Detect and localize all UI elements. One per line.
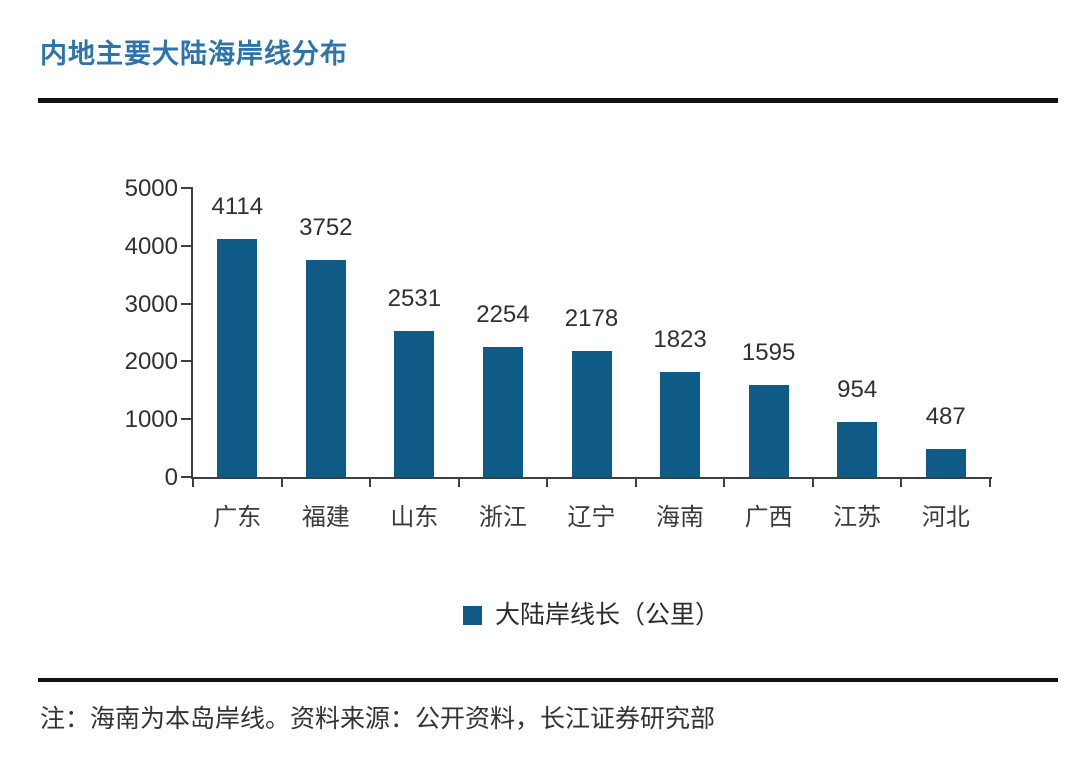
title-divider	[38, 98, 1058, 103]
x-axis-label: 广西	[744, 504, 793, 531]
x-axis-label: 江苏	[833, 504, 882, 531]
x-axis-tick	[280, 479, 283, 487]
legend-marker-square	[462, 605, 482, 625]
x-axis-label: 福建	[301, 504, 350, 531]
x-axis-tick	[369, 479, 372, 487]
y-axis-tick	[181, 418, 193, 421]
x-axis-tick	[192, 479, 194, 487]
bar-value-label: 954	[837, 376, 878, 403]
legend-label: 大陆岸线长（公里）	[494, 601, 720, 629]
x-axis-tick	[723, 479, 726, 487]
bar	[482, 347, 523, 477]
x-axis-label: 广东	[213, 504, 262, 531]
y-axis-label: 1000	[124, 406, 178, 434]
x-axis-line	[191, 477, 992, 479]
x-axis-tick	[900, 479, 903, 487]
bar-value-label: 487	[925, 403, 966, 430]
bar	[748, 385, 789, 477]
bar	[305, 260, 346, 477]
source-note: 注：海南为本岛岸线。资料来源：公开资料，长江证券研究部	[40, 705, 716, 733]
bar-value-label: 4114	[211, 193, 264, 220]
chart-title: 内地主要大陆海岸线分布	[40, 39, 348, 69]
bar-value-label: 3752	[299, 214, 353, 241]
y-axis-tick	[181, 187, 193, 189]
x-axis-tick	[546, 479, 549, 487]
bar-value-label: 2531	[387, 285, 442, 312]
y-axis-tick	[181, 360, 193, 363]
x-axis-tick	[989, 479, 991, 487]
bar	[837, 422, 878, 477]
y-axis-tick	[181, 244, 193, 247]
y-axis-tick	[181, 302, 193, 305]
bar	[217, 239, 258, 477]
x-axis-label: 河北	[921, 504, 970, 531]
bar-value-label: 1595	[741, 339, 796, 366]
y-axis-label: 3000	[124, 290, 178, 318]
x-axis-label: 海南	[656, 504, 705, 531]
bar-value-label: 2254	[476, 301, 530, 328]
bar	[925, 449, 966, 477]
y-axis-tick	[181, 476, 193, 478]
bar	[571, 351, 612, 477]
x-axis-tick	[634, 479, 637, 487]
plot-area: 0 1000 2000 3000 4000 5000 4114 广东 3752 福建 2531 山东 2…	[125, 177, 992, 530]
bar-value-label: 1823	[653, 326, 707, 353]
y-axis-label: 0	[164, 464, 178, 491]
y-axis-label: 2000	[124, 348, 178, 376]
bar	[394, 331, 435, 477]
y-axis-label: 4000	[124, 232, 178, 260]
x-axis-tick	[457, 479, 460, 487]
x-axis-label: 辽宁	[567, 504, 616, 531]
x-axis-label: 浙江	[478, 504, 527, 531]
y-axis-line	[191, 188, 193, 479]
x-axis-tick	[811, 479, 814, 487]
x-axis-label: 山东	[390, 504, 439, 531]
bar	[660, 372, 701, 477]
y-axis-label: 5000	[124, 175, 178, 202]
footer-divider	[38, 678, 1058, 682]
chart-legend: 大陆岸线长（公里）	[193, 601, 990, 630]
bar-value-label: 2178	[564, 305, 619, 332]
